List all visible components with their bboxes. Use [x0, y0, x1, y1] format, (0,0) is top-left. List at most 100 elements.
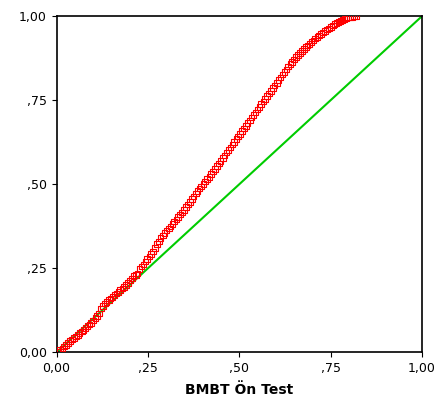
Point	[269, 85, 276, 92]
Point	[125, 279, 132, 286]
Point	[178, 209, 185, 216]
Point	[327, 24, 334, 30]
Point	[330, 21, 337, 28]
Point	[284, 63, 291, 70]
Point	[298, 48, 305, 54]
Point	[282, 66, 289, 72]
Point	[111, 292, 118, 298]
Point	[317, 31, 324, 37]
Point	[61, 343, 68, 350]
Point	[157, 235, 164, 241]
Point	[116, 287, 123, 293]
Point	[143, 256, 150, 262]
Point	[103, 299, 110, 305]
Point	[65, 340, 72, 347]
Point	[275, 77, 282, 83]
Point	[174, 214, 181, 220]
Point	[224, 147, 231, 153]
Point	[155, 238, 162, 245]
Point	[253, 107, 260, 113]
Point	[346, 14, 353, 20]
Point	[76, 330, 83, 337]
Point	[59, 345, 66, 352]
Point	[227, 144, 233, 151]
Point	[95, 311, 102, 317]
Point	[336, 18, 343, 24]
Point	[300, 46, 307, 52]
Point	[263, 93, 270, 100]
Point	[248, 115, 255, 121]
Point	[115, 289, 122, 295]
Point	[329, 22, 335, 29]
Point	[257, 101, 264, 107]
Point	[209, 168, 216, 175]
Point	[92, 315, 99, 321]
Point	[180, 207, 187, 213]
Point	[148, 251, 155, 258]
Point	[165, 226, 172, 232]
Point	[151, 245, 158, 252]
Point	[243, 120, 250, 126]
Point	[255, 104, 262, 110]
Point	[70, 335, 77, 341]
Point	[201, 178, 208, 185]
Point	[270, 82, 277, 89]
Point	[207, 171, 214, 177]
Point	[134, 270, 141, 277]
Point	[192, 190, 199, 197]
Point	[101, 301, 108, 307]
Point	[97, 305, 104, 312]
Point	[223, 149, 230, 156]
Point	[161, 230, 168, 236]
Point	[74, 332, 81, 338]
Point	[246, 117, 253, 124]
Point	[315, 32, 322, 38]
Point	[68, 336, 75, 343]
Point	[230, 139, 237, 145]
Point	[78, 328, 85, 335]
Point	[234, 133, 241, 140]
Point	[217, 158, 224, 164]
Point	[105, 297, 112, 303]
Point	[325, 25, 332, 32]
Point	[307, 39, 314, 45]
Point	[232, 136, 239, 143]
Point	[126, 277, 133, 284]
Point	[118, 285, 125, 292]
Point	[197, 183, 204, 190]
Point	[130, 273, 137, 279]
Point	[259, 98, 266, 105]
Point	[319, 29, 326, 36]
Point	[182, 204, 189, 210]
Point	[200, 181, 207, 188]
Point	[203, 176, 210, 183]
Point	[302, 44, 309, 50]
Point	[265, 90, 272, 97]
Point	[205, 174, 212, 180]
Point	[220, 152, 227, 159]
Point	[311, 36, 318, 42]
Point	[194, 188, 201, 194]
Point	[153, 241, 160, 247]
Point	[350, 13, 357, 20]
Point	[89, 317, 96, 324]
Point	[309, 37, 316, 44]
Point	[242, 123, 249, 129]
Point	[273, 79, 280, 86]
Point	[276, 74, 283, 81]
Point	[109, 294, 116, 300]
Point	[141, 258, 148, 265]
Point	[55, 348, 62, 355]
Point	[82, 325, 89, 331]
Point	[62, 342, 69, 348]
Point	[321, 28, 328, 34]
Point	[280, 69, 287, 75]
Point	[236, 130, 243, 137]
Point	[138, 263, 145, 270]
Point	[170, 218, 177, 225]
Point	[88, 320, 95, 326]
Point	[332, 20, 339, 26]
Point	[167, 223, 174, 230]
Point	[290, 56, 297, 63]
Point	[149, 248, 156, 255]
